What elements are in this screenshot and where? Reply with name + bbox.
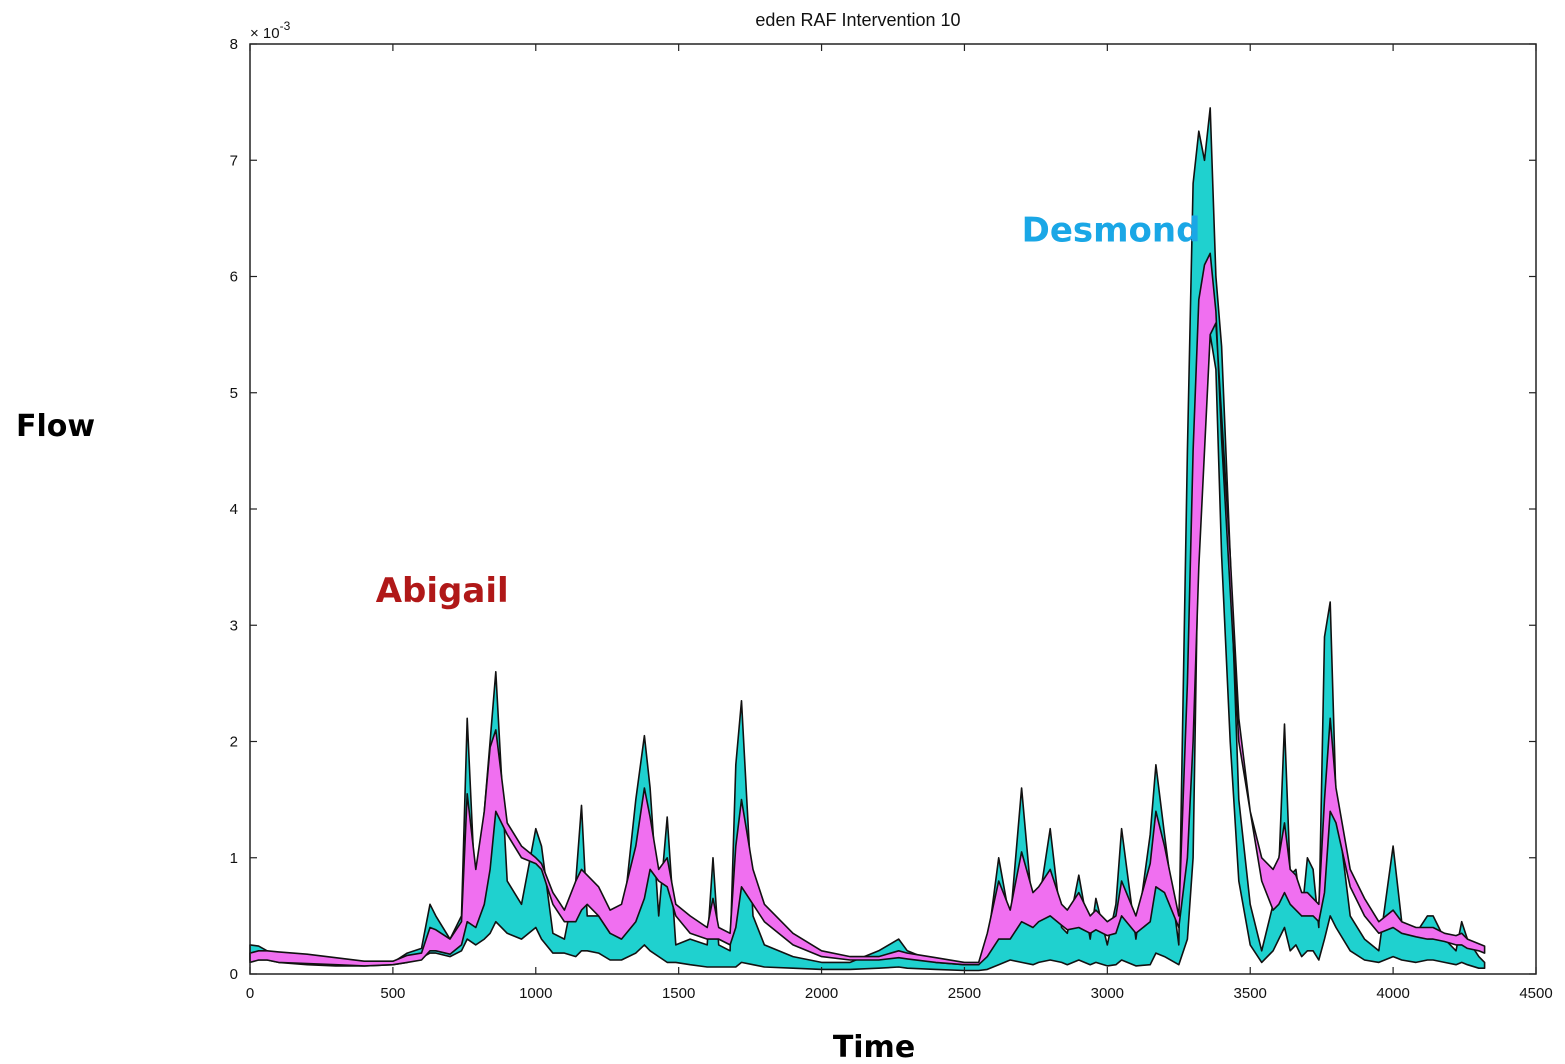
- annotations: Desmond Abigail: [376, 211, 1201, 611]
- x-tick-label: 500: [380, 985, 405, 1002]
- series-band-1: [249, 107, 1486, 972]
- x-axis-ticks: 0 500 1000 1500 2000 2500 3000 3500 4000 4500: [246, 44, 1553, 1002]
- x-tick-label: 3500: [1234, 985, 1267, 1002]
- y-tick-label: 1: [230, 850, 238, 867]
- y-tick-label: 2: [230, 734, 238, 751]
- plot-frame: [249, 43, 1537, 975]
- x-tick-label: 4000: [1376, 985, 1409, 1002]
- x-tick-label: 1000: [519, 985, 552, 1002]
- series-bands: [249, 107, 1486, 972]
- y-axis-label: Flow: [16, 409, 95, 444]
- y-tick-label: 7: [230, 152, 238, 169]
- x-tick-label: 4500: [1519, 985, 1552, 1002]
- y-tick-label: 8: [230, 36, 238, 53]
- x-tick-label: 0: [246, 985, 254, 1002]
- x-tick-label: 2000: [805, 985, 838, 1002]
- series-band-2: [249, 252, 1486, 967]
- annotation-abigail: Abigail: [376, 571, 509, 611]
- annotation-desmond: Desmond: [1022, 211, 1201, 251]
- y-tick-label: 6: [230, 269, 238, 286]
- y-tick-label: 5: [230, 385, 238, 402]
- x-tick-label: 2500: [948, 985, 981, 1002]
- x-axis-label: Time: [833, 1030, 915, 1064]
- y-tick-label: 0: [230, 966, 238, 983]
- y-exponent-label: × 10-3: [250, 19, 291, 42]
- y-exponent-prefix: × 10: [250, 25, 280, 42]
- y-exponent-power: -3: [280, 19, 291, 33]
- x-tick-label: 3000: [1091, 985, 1124, 1002]
- y-tick-label: 4: [230, 501, 238, 518]
- chart-title: eden RAF Intervention 10: [755, 10, 960, 30]
- y-tick-label: 3: [230, 617, 238, 634]
- x-tick-label: 1500: [662, 985, 695, 1002]
